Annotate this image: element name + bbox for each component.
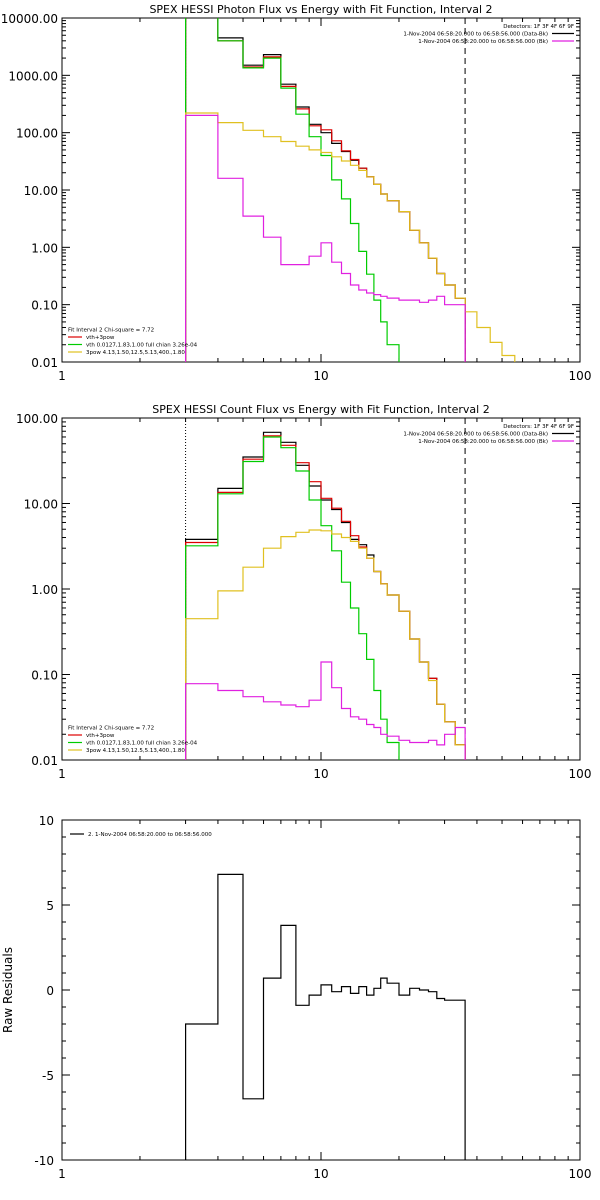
x-tick-label: 100 bbox=[569, 1167, 592, 1181]
legend-bottomleft-text: vth+3pow bbox=[86, 335, 115, 341]
y-tick-label: -5 bbox=[42, 1069, 54, 1083]
series-line-2 bbox=[185, 436, 400, 760]
series-group bbox=[185, 873, 466, 1160]
series-line-2 bbox=[185, 18, 400, 362]
legend-topright-text: 1-Nov-2004 06:58:20.000 to 06:58:56.000 … bbox=[418, 39, 548, 45]
series-line-3 bbox=[185, 529, 466, 760]
series-group bbox=[185, 18, 516, 362]
legend-bottomleft-text: vth 0.0127,1.83,1.00 full chian 3.26e-04 bbox=[86, 741, 198, 747]
chart-title: SPEX HESSI Count Flux vs Energy with Fit… bbox=[152, 403, 489, 416]
x-tick-label: 1 bbox=[58, 369, 66, 383]
y-tick-label: 1.00 bbox=[31, 583, 58, 597]
y-tick-label: 1.00 bbox=[31, 241, 58, 255]
y-tick-label: 10.00 bbox=[24, 498, 58, 512]
y-tick-label: 10000.00 bbox=[1, 12, 58, 26]
series-line-0 bbox=[185, 18, 466, 362]
series-line-1 bbox=[185, 18, 466, 362]
x-tick-label: 1 bbox=[58, 1167, 66, 1181]
x-tick-label: 10 bbox=[313, 767, 328, 781]
y-tick-label: 0 bbox=[46, 984, 54, 998]
series-group bbox=[185, 431, 466, 760]
plot-frame bbox=[61, 17, 581, 363]
chart-title: SPEX HESSI Photon Flux vs Energy with Fi… bbox=[149, 3, 492, 16]
y-tick-label: 100.00 bbox=[16, 412, 58, 426]
y-axis-label: Raw Residuals bbox=[1, 947, 15, 1033]
y-tick-label: 0.01 bbox=[31, 356, 58, 370]
legend-bottomleft-text: 3pow 4.13,1.50,12.5,5.13,400.,1.80 bbox=[86, 350, 185, 356]
series-line-0 bbox=[185, 431, 466, 760]
chart-panel-2: SPEX HESSI Count Flux vs Energy with Fit… bbox=[16, 403, 591, 781]
series-line-1 bbox=[185, 435, 466, 760]
x-tick-label: 10 bbox=[313, 369, 328, 383]
legend-topright-text: 1-Nov-2004 06:58:20.000 to 06:58:56.000 … bbox=[403, 432, 548, 438]
chart-panel-1: SPEX HESSI Photon Flux vs Energy with Fi… bbox=[1, 3, 592, 383]
legend-topright-text: Detectors: 1F 3F 4F 6F 9F bbox=[503, 24, 574, 30]
legend-bottomleft-text: Fit Interval 2 Chi-square = 7.72 bbox=[68, 328, 154, 334]
legend-topright-text: 1-Nov-2004 06:58:20.000 to 06:58:56.000 … bbox=[403, 32, 548, 38]
series-line-3 bbox=[185, 112, 516, 362]
y-tick-label: 0.10 bbox=[31, 669, 58, 683]
y-tick-label: 10.00 bbox=[24, 184, 58, 198]
x-tick-label: 100 bbox=[569, 369, 592, 383]
y-tick-label: 0.10 bbox=[31, 299, 58, 313]
legend-bottomleft-text: 3pow 4.13,1.50,12.5,5.13,400.,1.80 bbox=[86, 748, 185, 754]
y-tick-label: 1000.00 bbox=[8, 69, 58, 83]
chart-panel-3: 1 10 100 -10 -5 0 5 10 Raw Residuals 2. 1-Nov-200… bbox=[1, 814, 591, 1181]
legend-bottomleft-text: vth 0.0127,1.83,1.00 full chian 3.26e-04 bbox=[86, 343, 198, 349]
y-tick-label: 100.00 bbox=[16, 127, 58, 141]
series-line-4 bbox=[185, 661, 466, 760]
series-line-4 bbox=[185, 114, 466, 362]
legend-topleft-text: 2. 1-Nov-2004 06:58:20.000 to 06:58:56.0… bbox=[88, 832, 212, 838]
legend-topright-text: 1-Nov-2004 06:58:20.000 to 06:58:56.000 … bbox=[418, 439, 548, 445]
legend-bottomleft-text: vth+3pow bbox=[86, 733, 115, 739]
y-tick-label: 5 bbox=[46, 899, 54, 913]
x-tick-label: 10 bbox=[313, 1167, 328, 1181]
legend-bottomleft-text: Fit Interval 2 Chi-square = 7.72 bbox=[68, 726, 154, 732]
series-line-0 bbox=[185, 873, 466, 1160]
y-tick-label: -10 bbox=[34, 1154, 54, 1168]
y-tick-label: 10 bbox=[39, 814, 54, 828]
plot-frame bbox=[61, 417, 581, 761]
legend-topright-text: Detectors: 1F 3F 4F 6F 9F bbox=[503, 424, 574, 430]
y-tick-label: 0.01 bbox=[31, 754, 58, 768]
x-tick-label: 100 bbox=[569, 767, 592, 781]
x-tick-label: 1 bbox=[58, 767, 66, 781]
